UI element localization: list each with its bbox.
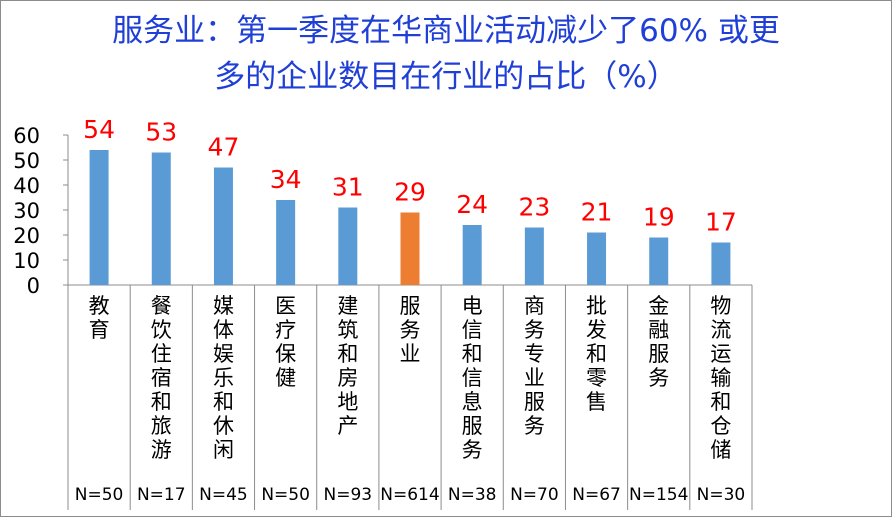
data-label: 47 [208,133,240,162]
bar [151,152,171,285]
y-tick-label: 50 [13,149,40,173]
data-label: 54 [83,115,115,144]
y-tick-label: 60 [13,124,40,148]
data-label: 17 [705,208,737,237]
x-category-label: 物流运输和仓储 [710,294,731,462]
chart-title-line-2: 多的企业数目在行业的占比（%） [214,59,678,95]
x-category-label: 批发和零售 [586,294,607,414]
sample-size-label: N=93 [324,485,373,505]
sample-size-label: N=30 [697,485,746,505]
bar [524,227,544,285]
data-label: 29 [394,178,426,207]
sample-size-label: N=17 [137,485,186,505]
bar [649,237,669,285]
data-label: 24 [456,190,488,219]
bar [711,242,731,285]
bar [400,212,420,285]
bar [276,200,296,285]
sample-size-label: N=154 [629,485,688,505]
y-tick-label: 30 [13,199,40,223]
x-category-label: 医疗保健 [275,294,296,390]
bar [213,167,233,285]
sample-size-label: N=38 [448,485,497,505]
bar [462,225,482,285]
x-category-label: 金融服务 [648,294,669,390]
x-category-label: 媒体娱乐和休闲 [213,294,234,462]
data-label: 53 [145,118,177,147]
data-label: 21 [581,198,613,227]
x-category-label: 服务业 [400,294,421,366]
sample-size-label: N=67 [572,485,621,505]
sample-size-label: N=70 [510,485,559,505]
x-category-label: 电信和信息服务 [462,294,483,462]
y-tick-label: 20 [13,224,40,248]
chart-title: 服务业：第一季度在华商业活动减少了60% 或更 多的企业数目在行业的占比（%） [40,8,852,100]
x-category-label: 教育 [89,294,110,342]
bar [89,150,109,285]
chart-title-line-1: 服务业：第一季度在华商业活动减少了60% 或更 [112,13,780,49]
x-category-label: 商务专业服务 [524,294,545,438]
x-category-label: 建筑和房地产 [337,294,358,438]
sample-size-label: N=50 [75,485,124,505]
sample-size-label: N=50 [261,485,310,505]
y-tick-label: 10 [13,249,40,273]
y-tick-label: 0 [27,274,40,298]
sample-size-label: N=45 [199,485,248,505]
data-label: 19 [643,203,675,232]
data-label: 31 [332,173,364,202]
bar [338,207,358,285]
data-label: 23 [518,193,550,222]
sample-size-label: N=614 [380,485,439,505]
y-tick-label: 40 [13,174,40,198]
data-label: 34 [270,165,302,194]
bar [587,232,607,285]
x-category-label: 餐饮住宿和旅游 [151,294,172,462]
